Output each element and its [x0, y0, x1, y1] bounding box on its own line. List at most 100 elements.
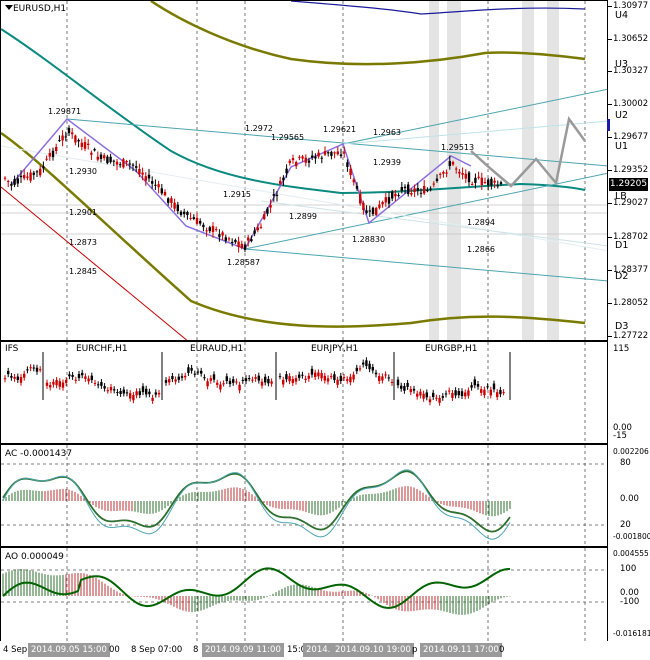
candle [103, 153, 106, 161]
candle [77, 138, 80, 148]
ifs-candle [171, 372, 174, 383]
candle [218, 229, 221, 242]
ifs-candle [187, 364, 190, 376]
ifs-candle [419, 388, 422, 399]
ifs-panel[interactable]: IFS EURCHF,H1 EURAUD,H1 EURJPY,H1 EURGBP… [0, 341, 608, 444]
chart-menu-icon[interactable] [5, 5, 13, 10]
candle [407, 181, 410, 197]
level-u2: U2 [615, 110, 628, 121]
candle [365, 205, 368, 215]
ifs-candle [267, 375, 270, 387]
time-axis[interactable]: 4 Sep 2014.09.05 15:00 00 8 Sep 07:00 8 … [0, 641, 650, 660]
candle [170, 196, 173, 208]
ifs-candle [378, 373, 381, 384]
candle [186, 210, 189, 220]
candle [211, 222, 215, 238]
ifs-candle [77, 370, 81, 382]
candle [64, 131, 67, 142]
candle [83, 136, 87, 152]
ifs-candle [400, 382, 403, 392]
candle [448, 155, 451, 170]
candle [362, 200, 365, 215]
candle [333, 151, 336, 159]
candle [35, 169, 39, 178]
candle [461, 167, 464, 180]
price-chart-canvas[interactable]: 1.29871 1.2930 1.2901 1.2873 1.2845 1.29… [1, 1, 608, 341]
candle [320, 155, 323, 164]
candlesticks [3, 125, 503, 253]
svg-text:1.28830: 1.28830 [352, 235, 385, 244]
candle [490, 176, 493, 190]
ifs-candle [358, 365, 362, 372]
ao-canvas[interactable] [1, 548, 608, 642]
ifs-candle [119, 388, 122, 397]
candle [471, 181, 474, 186]
candle [151, 176, 154, 189]
candle [189, 212, 192, 221]
ifs-scale: 115 0.00 -15 [608, 341, 650, 444]
ifs-candle [339, 372, 342, 385]
ifs-candle [26, 366, 29, 374]
ifs-candle [129, 390, 132, 402]
ifs-candle [438, 395, 441, 406]
svg-text:1.2866: 1.2866 [467, 245, 495, 254]
candle [291, 154, 295, 164]
candle [355, 182, 359, 191]
ao-panel[interactable]: AO 0.000049 [0, 547, 608, 642]
candle [55, 143, 58, 155]
candle [371, 206, 375, 217]
level-d3: D3 [615, 321, 629, 332]
candle [247, 234, 250, 247]
ifs-candle [374, 369, 378, 378]
ac-canvas[interactable] [1, 445, 608, 547]
ifs-candle [196, 368, 200, 375]
candle [119, 161, 122, 168]
candle [32, 170, 35, 180]
svg-text:1.29513: 1.29513 [441, 143, 474, 152]
ao-title: AO 0.000049 [5, 552, 64, 562]
ao-scale: 0.004555 100 0.00 -100 -0.016181 [608, 547, 650, 642]
main-chart-panel[interactable]: EURUSD,H1 [0, 0, 608, 341]
ifs-candle [260, 378, 264, 389]
ifs-candle [291, 376, 294, 386]
ifs-candle [138, 388, 141, 399]
candle [205, 227, 208, 237]
ifs-candle [29, 364, 32, 372]
ifs-candle [90, 372, 93, 384]
level-u1: U1 [615, 141, 628, 152]
ifs-candle [428, 396, 432, 406]
price-scale[interactable]: 1.30977 1.30652 1.30327 1.30002 1.29677 … [608, 0, 650, 341]
ifs-candle [190, 364, 193, 374]
candle [23, 169, 26, 181]
candle [455, 166, 458, 174]
candle [71, 128, 74, 139]
candle [311, 150, 314, 160]
ifs-candle [228, 377, 232, 388]
time-label-highlight: 2014.09.05 15:00 [28, 643, 110, 657]
ac-panel[interactable]: AC -0.0001437 [0, 444, 608, 547]
candle [224, 234, 227, 244]
candle [231, 238, 234, 247]
candle [199, 218, 202, 226]
candle [413, 184, 416, 198]
ifs-candle [251, 376, 254, 383]
candle [183, 208, 186, 218]
ifs-candle [203, 374, 206, 381]
candle [125, 159, 128, 167]
ifs-candle [184, 372, 187, 381]
ifs-candle [216, 379, 219, 388]
candle [167, 197, 170, 206]
candle [215, 226, 218, 232]
candle [48, 148, 51, 161]
ifs-canvas[interactable] [1, 342, 608, 444]
ifs-candle [460, 388, 464, 399]
symbol-euraud: EURAUD,H1 [190, 344, 244, 354]
ifs-candle [467, 387, 470, 399]
ifs-candle [68, 371, 71, 380]
candle [419, 188, 423, 198]
ifs-candle [349, 373, 352, 386]
candle [275, 191, 279, 202]
candle [42, 161, 45, 173]
ifs-candle [109, 383, 113, 394]
candle [221, 230, 224, 241]
